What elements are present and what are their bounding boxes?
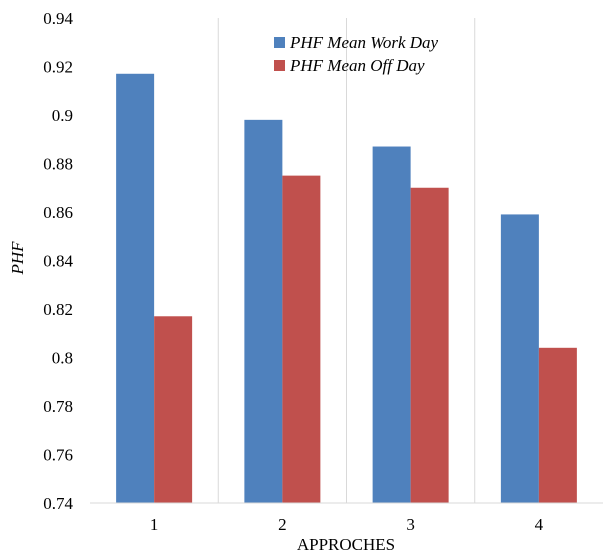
x-tick-label: 4	[535, 515, 544, 534]
y-tick-label: 0.8	[52, 349, 73, 368]
y-tick-label: 0.88	[43, 155, 73, 174]
y-axis-title: PHF	[8, 241, 27, 276]
y-tick-label: 0.92	[43, 58, 73, 77]
y-tick-label: 0.74	[43, 494, 73, 513]
x-tick-label: 2	[278, 515, 287, 534]
x-tick-label: 1	[150, 515, 159, 534]
bar-off-day-4	[538, 347, 577, 503]
bar-work-day-1	[116, 73, 155, 504]
bar-work-day-3	[372, 146, 411, 503]
y-tick-label: 0.9	[52, 106, 73, 125]
y-tick-label: 0.78	[43, 397, 73, 416]
bar-off-day-3	[410, 187, 449, 503]
y-tick-label: 0.94	[43, 9, 73, 28]
y-tick-label: 0.86	[43, 203, 73, 222]
bar-work-day-4	[500, 214, 539, 504]
category-separators	[217, 18, 476, 503]
y-tick-label: 0.82	[43, 300, 73, 319]
legend-label-off-day: PHF Mean Off Day	[289, 56, 425, 75]
y-axis-ticks: 0.74 0.76 0.78 0.8 0.82 0.84 0.86 0.88 0.9 0.92 0.…	[43, 9, 73, 513]
y-tick-label: 0.76	[43, 446, 73, 465]
y-tick-label: 0.84	[43, 252, 73, 271]
bar-work-day-2	[244, 119, 283, 503]
legend: PHF Mean Work Day PHF Mean Off Day	[274, 33, 439, 75]
x-axis-title: APPROCHES	[297, 535, 395, 553]
legend-label-work-day: PHF Mean Work Day	[289, 33, 439, 52]
x-axis-ticks: 1 2 3 4	[150, 515, 544, 534]
bar-off-day-2	[282, 175, 321, 503]
bars-group	[116, 73, 577, 504]
legend-swatch-off-day	[274, 60, 285, 71]
legend-swatch-work-day	[274, 37, 285, 48]
bar-off-day-1	[154, 316, 193, 503]
x-tick-label: 3	[406, 515, 415, 534]
